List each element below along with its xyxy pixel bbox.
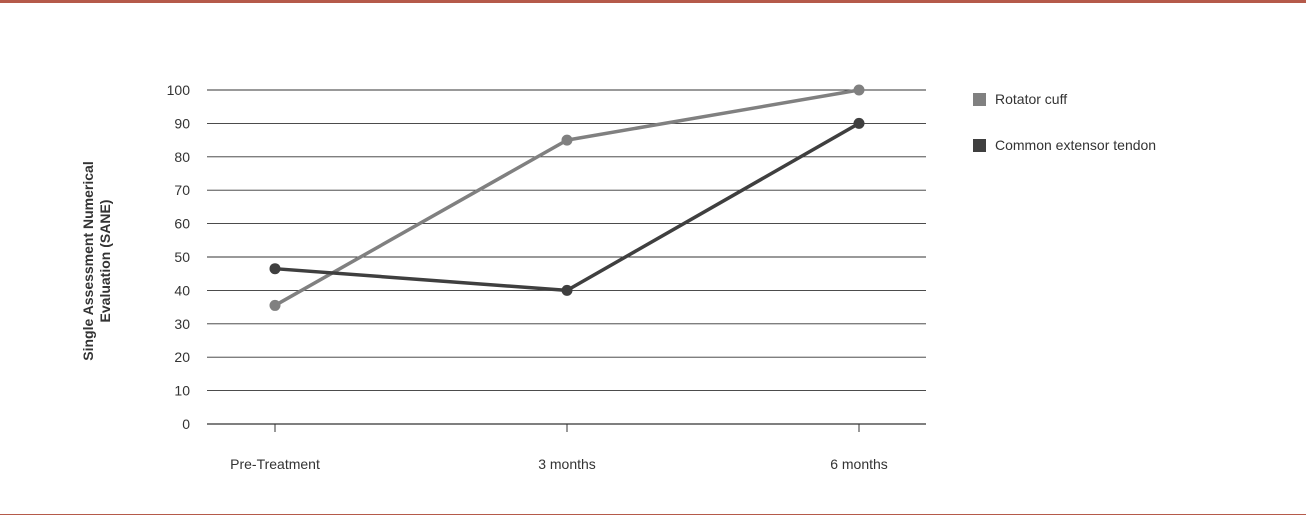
series-lines — [274, 88, 860, 307]
y-tick-label: 70 — [174, 182, 190, 198]
y-tick-labels: 0 10 20 30 40 50 60 70 80 90 100 — [167, 82, 191, 432]
series-line-rotator-cuff — [274, 88, 860, 307]
y-tick-label: 80 — [174, 149, 190, 165]
series-line-common-extensor-tendon — [274, 121, 860, 293]
y-axis-label-line-1: Single Assessment Numerical — [80, 161, 96, 361]
y-tick-label: 90 — [174, 115, 190, 131]
data-point-common-extensor-tendon — [853, 117, 865, 129]
y-axis-label: Single Assessment Numerical Evaluation (… — [80, 101, 114, 421]
y-tick-label: 50 — [174, 249, 190, 265]
data-point-rotator-cuff — [853, 84, 865, 96]
y-tick-label: 20 — [174, 349, 190, 365]
legend-label-common-extensor-tendon: Common extensor tendon — [995, 137, 1157, 153]
data-point-common-extensor-tendon — [561, 284, 573, 296]
x-ticks: Pre-Treatment 3 months 6 months — [230, 424, 888, 472]
y-tick-label: 60 — [174, 216, 190, 232]
y-axis-label-line-2: Evaluation (SANE) — [97, 199, 113, 323]
legend-item-common-extensor-tendon: Common extensor tendon — [973, 137, 1156, 153]
y-tick-label: 40 — [174, 282, 190, 298]
legend-item-rotator-cuff: Rotator cuff — [973, 91, 1067, 107]
line-chart: 0 10 20 30 40 50 60 70 80 90 100 Pre-Treatment 3 mo… — [167, 82, 926, 472]
y-tick-label: 10 — [174, 383, 190, 399]
data-point-common-extensor-tendon — [269, 263, 281, 275]
x-tick-label: 3 months — [538, 456, 596, 472]
y-tick-label: 100 — [167, 82, 191, 98]
legend-swatch-rotator-cuff — [973, 92, 986, 106]
x-tick-label: Pre-Treatment — [230, 456, 320, 472]
y-tick-label: 0 — [182, 416, 190, 432]
legend-swatch-common-extensor-tendon — [973, 138, 986, 152]
legend-label-rotator-cuff: Rotator cuff — [995, 91, 1068, 107]
data-point-rotator-cuff — [269, 299, 281, 311]
x-tick-label: 6 months — [830, 456, 888, 472]
series-points — [269, 84, 865, 311]
y-tick-label: 30 — [174, 316, 190, 332]
data-point-rotator-cuff — [561, 134, 573, 146]
